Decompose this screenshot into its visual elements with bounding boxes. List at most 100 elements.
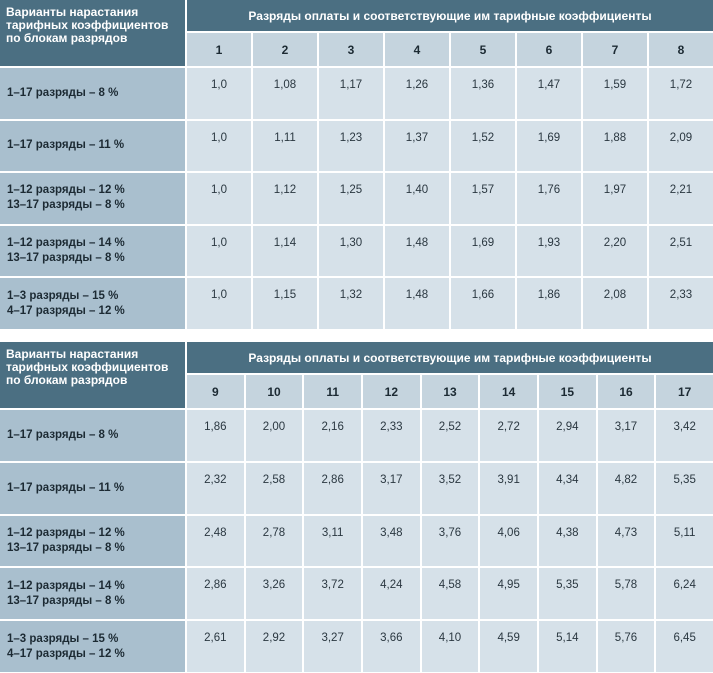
coefficient-cell: 1,23 xyxy=(319,120,383,172)
coefficient-cell: 1,57 xyxy=(451,173,515,224)
coefficient-cell: 3,76 xyxy=(421,515,479,567)
coefficient-cell: 1,17 xyxy=(319,68,383,119)
group-header: Разряды оплаты и соответствующие им тари… xyxy=(187,342,713,373)
coefficient-cell: 4,38 xyxy=(539,515,596,567)
coefficient-cell: 6,24 xyxy=(656,568,713,620)
row-label: 1–3 разряды – 15 % 4–17 разряды – 12 % xyxy=(0,621,185,672)
coefficient-cell: 4,95 xyxy=(480,568,537,620)
coefficient-cell: 1,11 xyxy=(253,120,317,172)
grade-header: 8 xyxy=(649,33,713,66)
grade-header: 7 xyxy=(583,33,647,66)
coefficient-cell: 3,72 xyxy=(304,568,361,620)
coefficient-cell: 1,86 xyxy=(517,278,581,329)
coefficient-cell: 1,0 xyxy=(187,120,251,172)
coefficient-cell: 4,06 xyxy=(480,515,537,567)
coefficient-cell: 3,91 xyxy=(480,462,537,514)
coefficient-cell: 2,16 xyxy=(304,410,361,461)
coefficient-cell: 1,26 xyxy=(385,68,449,119)
coefficient-cell: 1,47 xyxy=(517,68,581,119)
row-label: 1–17 разряды – 11 % xyxy=(0,462,185,514)
coefficient-cell: 1,25 xyxy=(319,173,383,224)
coefficient-cell: 2,00 xyxy=(245,410,303,461)
row-label: 1–17 разряды – 8 % xyxy=(0,410,185,461)
coefficient-cell: 2,78 xyxy=(245,515,303,567)
grade-header: 2 xyxy=(253,33,317,66)
coefficient-cell: 2,52 xyxy=(421,410,479,461)
coefficient-cell: 2,09 xyxy=(649,120,713,172)
coefficient-cell: 5,35 xyxy=(539,568,596,620)
coefficient-cell: 2,72 xyxy=(480,410,537,461)
coefficient-cell: 1,69 xyxy=(451,225,515,277)
coefficient-cell: 2,51 xyxy=(649,225,713,277)
coefficient-cell: 1,15 xyxy=(253,278,317,329)
coefficient-cell: 3,11 xyxy=(304,515,361,567)
grade-header: 11 xyxy=(304,375,361,408)
grade-header: 12 xyxy=(363,375,420,408)
coefficient-cell: 1,76 xyxy=(517,173,581,224)
coefficient-cell: 6,45 xyxy=(656,621,713,672)
coefficient-cell: 2,21 xyxy=(649,173,713,224)
coefficient-cell: 1,30 xyxy=(319,225,383,277)
corner-header: Варианты нарастания тарифных коэффициент… xyxy=(0,342,185,408)
coefficient-cell: 1,32 xyxy=(319,278,383,329)
coefficient-cell: 5,14 xyxy=(539,621,596,672)
row-label: 1–17 разряды – 11 % xyxy=(0,120,185,172)
group-header: Разряды оплаты и соответствующие им тари… xyxy=(187,0,713,31)
coefficient-cell: 1,0 xyxy=(187,278,251,329)
coefficient-cell: 2,58 xyxy=(245,462,303,514)
coefficient-cell: 5,35 xyxy=(656,462,713,514)
coefficient-cell: 1,08 xyxy=(253,68,317,119)
coefficient-cell: 2,61 xyxy=(187,621,244,672)
coefficient-cell: 1,37 xyxy=(385,120,449,172)
coefficient-cell: 1,0 xyxy=(187,173,251,224)
coefficient-cell: 1,14 xyxy=(253,225,317,277)
tariff-table-grades-9-17: Варианты нарастания тарифных коэффициент… xyxy=(0,342,713,672)
grade-header: 1 xyxy=(187,33,251,66)
coefficient-cell: 2,33 xyxy=(649,278,713,329)
coefficient-cell: 2,94 xyxy=(539,410,596,461)
grade-header: 14 xyxy=(480,375,537,408)
grade-header: 9 xyxy=(187,375,244,408)
grade-header: 6 xyxy=(517,33,581,66)
grade-header: 10 xyxy=(245,375,303,408)
coefficient-cell: 2,86 xyxy=(304,462,361,514)
grade-header: 5 xyxy=(451,33,515,66)
row-label: 1–17 разряды – 8 % xyxy=(0,68,185,119)
coefficient-cell: 3,26 xyxy=(245,568,303,620)
coefficient-cell: 2,08 xyxy=(583,278,647,329)
coefficient-cell: 4,24 xyxy=(363,568,420,620)
coefficient-cell: 2,33 xyxy=(363,410,420,461)
coefficient-cell: 3,27 xyxy=(304,621,361,672)
coefficient-cell: 5,11 xyxy=(656,515,713,567)
coefficient-cell: 4,58 xyxy=(421,568,479,620)
row-label: 1–3 разряды – 15 % 4–17 разряды – 12 % xyxy=(0,278,185,329)
coefficient-cell: 1,36 xyxy=(451,68,515,119)
coefficient-cell: 4,59 xyxy=(480,621,537,672)
coefficient-cell: 5,76 xyxy=(597,621,655,672)
coefficient-cell: 5,78 xyxy=(597,568,655,620)
coefficient-cell: 1,66 xyxy=(451,278,515,329)
grade-header: 4 xyxy=(385,33,449,66)
row-label: 1–12 разряды – 12 % 13–17 разряды – 8 % xyxy=(0,173,185,224)
coefficient-cell: 2,92 xyxy=(245,621,303,672)
coefficient-cell: 3,66 xyxy=(363,621,420,672)
coefficient-cell: 1,0 xyxy=(187,225,251,277)
coefficient-cell: 1,48 xyxy=(385,225,449,277)
tariff-table-grades-1-8: Варианты нарастания тарифных коэффициент… xyxy=(0,0,713,329)
coefficient-cell: 1,97 xyxy=(583,173,647,224)
coefficient-cell: 1,40 xyxy=(385,173,449,224)
coefficient-cell: 2,20 xyxy=(583,225,647,277)
coefficient-cell: 1,93 xyxy=(517,225,581,277)
coefficient-cell: 1,88 xyxy=(583,120,647,172)
coefficient-cell: 2,86 xyxy=(187,568,244,620)
row-label: 1–12 разряды – 14 % 13–17 разряды – 8 % xyxy=(0,225,185,277)
coefficient-cell: 3,42 xyxy=(656,410,713,461)
coefficient-cell: 4,10 xyxy=(421,621,479,672)
corner-header: Варианты нарастания тарифных коэффициент… xyxy=(0,0,185,66)
coefficient-cell: 1,59 xyxy=(583,68,647,119)
coefficient-cell: 1,72 xyxy=(649,68,713,119)
coefficient-cell: 1,48 xyxy=(385,278,449,329)
coefficient-cell: 2,32 xyxy=(187,462,244,514)
grade-header: 17 xyxy=(656,375,713,408)
grade-header: 3 xyxy=(319,33,383,66)
